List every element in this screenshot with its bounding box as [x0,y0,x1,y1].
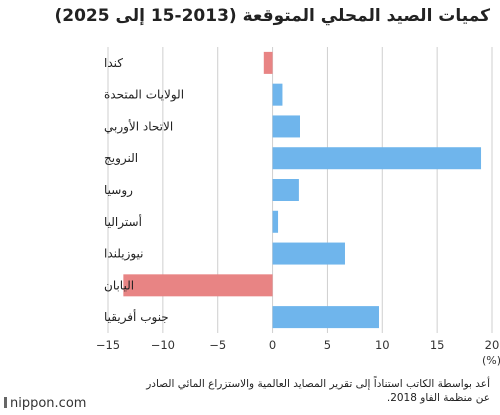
bar [272,115,300,138]
bar [123,274,273,297]
x-tick-label: −15 [96,338,120,352]
category-label: الاتحاد الأوربي [104,118,173,134]
x-tick-label: 15 [430,338,445,352]
category-label: نيوزيلندا [104,247,144,262]
bar [272,306,379,329]
brand-mark-icon [4,397,7,408]
brand-text: nippon.com [10,396,87,411]
bar [272,83,283,106]
x-tick-label: −5 [209,338,226,352]
category-label: جنوب أفريقيا [104,309,169,325]
x-tick-label: 10 [375,338,390,352]
category-label: أستراليا [104,214,142,230]
category-labels: كندا الولايات المتحدة الاتحاد الأوربي النرو… [104,56,184,325]
category-label: اليابان [104,278,134,292]
x-tick-label: 0 [269,338,276,352]
bar [272,147,482,170]
x-tick-label: 20 [485,338,500,352]
x-axis-unit: (%) [482,354,500,367]
category-label: كندا [104,56,123,70]
bars [123,51,482,329]
bar [272,210,279,233]
category-label: النرويج [104,151,138,166]
x-tick-label: −10 [151,338,175,352]
bar [263,51,273,74]
bar [272,179,299,201]
bar [272,242,345,265]
category-label: روسيا [104,183,133,198]
source-note: أعد بواسطة الكاتب استناداً إلى تقرير الم… [146,378,490,404]
chart-title: كميات الصيد المحلي المتوقعة (2013-15 إلى… [54,6,490,26]
brand-logo: nippon.com [4,396,86,411]
bar-chart: كندا الولايات المتحدة الاتحاد الأوربي النرو… [96,47,499,352]
x-tick-labels: −15 −10 −5 0 5 10 15 20 [96,338,499,352]
x-tick-label: 5 [324,338,331,352]
category-label: الولايات المتحدة [104,88,184,103]
